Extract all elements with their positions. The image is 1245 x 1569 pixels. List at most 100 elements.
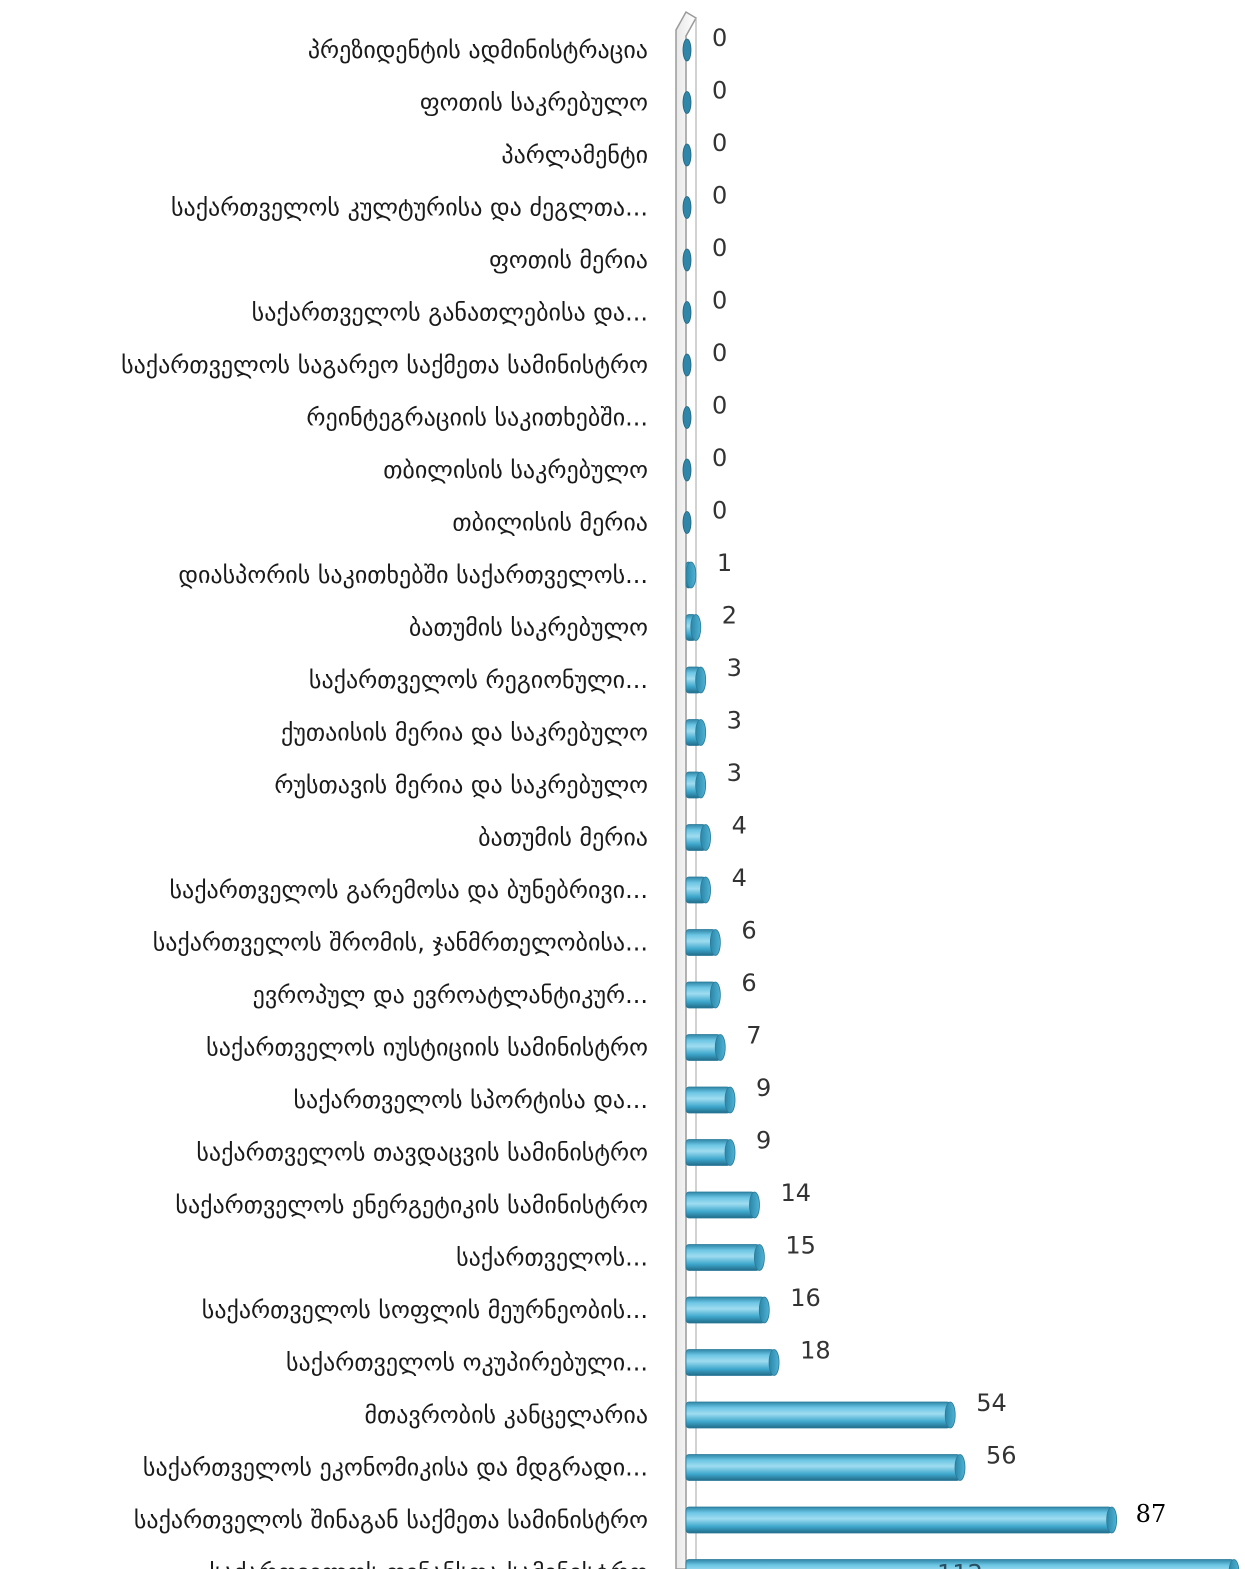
bar	[683, 249, 691, 271]
bar-cap	[683, 459, 691, 481]
value-label: 56	[986, 1442, 1017, 1470]
bar	[686, 1350, 779, 1376]
bar-cap	[683, 407, 691, 429]
category-label: თბილისის მერია	[452, 509, 648, 537]
category-label: რეინტეგრაციის საკითხებში...	[306, 404, 648, 432]
bar-cap	[701, 877, 711, 903]
bar-body	[686, 1297, 764, 1323]
bar-cap	[683, 144, 691, 166]
bar-cap	[754, 1245, 764, 1271]
bar	[686, 877, 711, 903]
bar-cap	[683, 39, 691, 61]
category-label: დიასპორის საკითხებში საქართველოს...	[178, 561, 648, 589]
category-label: ბათუმის მერია	[478, 824, 648, 852]
bar-cap	[683, 512, 691, 534]
value-label: 3	[727, 707, 742, 735]
bar	[683, 459, 691, 481]
bars-layer	[683, 39, 1239, 1569]
category-label: საქართველოს კულტურისა და ძეგლთა...	[171, 194, 648, 222]
bar-cap	[683, 249, 691, 271]
bar	[686, 1245, 764, 1271]
value-label: 112	[937, 1560, 983, 1569]
category-label: საქართველოს რეგიონული...	[309, 666, 648, 694]
bar	[686, 825, 711, 851]
bar-body	[686, 1402, 950, 1428]
value-label: 6	[741, 969, 756, 997]
bar	[686, 1035, 725, 1061]
bar	[686, 1402, 955, 1428]
bar-cap	[710, 930, 720, 956]
value-label: 2	[722, 602, 737, 630]
value-label: 16	[790, 1284, 821, 1312]
category-label: ფოთის მერია	[489, 246, 648, 274]
value-label: 0	[712, 77, 727, 105]
value-label: 6	[741, 917, 756, 945]
bar-cap	[696, 720, 706, 746]
category-label: საქართველოს შინაგან საქმეთა სამინისტრო	[134, 1506, 648, 1534]
category-label: ბათუმის საკრებულო	[409, 614, 648, 642]
value-label: 3	[727, 654, 742, 682]
category-label: საქართველოს ოკუპირებული...	[286, 1349, 648, 1377]
bar	[686, 1192, 760, 1218]
bar-cap	[710, 982, 720, 1008]
value-label: 9	[756, 1074, 771, 1102]
bar-cap	[945, 1402, 955, 1428]
bar	[686, 1140, 735, 1166]
bar	[683, 512, 691, 534]
bar-cap	[701, 825, 711, 851]
bar	[683, 92, 691, 114]
bar-cap	[683, 354, 691, 376]
value-label: 0	[712, 24, 727, 52]
bar	[686, 982, 720, 1008]
category-label: საქართველოს ეკონომიკისა და მდგრადი...	[143, 1454, 648, 1482]
bar	[686, 615, 701, 641]
bar-cap	[691, 615, 701, 641]
bar-cap	[750, 1192, 760, 1218]
category-label: ქუთაისის მერია და საკრებულო	[281, 719, 648, 747]
category-label: მთავრობის კანცელარია	[364, 1401, 648, 1429]
value-label: 0	[712, 182, 727, 210]
bar-body	[686, 1087, 730, 1113]
bar-body	[686, 1245, 759, 1271]
category-label: საქართველოს საგარეო საქმეთა სამინისტრო	[121, 351, 648, 379]
category-label: ფოთის საკრებულო	[420, 89, 648, 117]
value-label: 54	[976, 1389, 1007, 1417]
bar	[683, 39, 691, 61]
value-label: 3	[727, 759, 742, 787]
category-label: საქართველოს განათლებისა და...	[252, 299, 648, 327]
bar	[683, 302, 691, 324]
category-label: საქართველოს...	[456, 1244, 648, 1272]
labels-layer: პრეზიდენტის ადმინისტრაცია 0 ფოთის საკრებულ…	[121, 24, 1166, 1569]
bar-cap	[686, 562, 696, 588]
bar	[683, 354, 691, 376]
bar	[686, 1507, 1117, 1533]
category-label: საქართველოს იუსტიციის სამინისტრო	[206, 1034, 648, 1062]
category-label: საქართველოს გარემოსა და ბუნებრივი...	[170, 876, 649, 904]
bar	[686, 720, 706, 746]
bar-cap	[683, 197, 691, 219]
category-label: რუსთავის მერია და საკრებულო	[274, 771, 648, 799]
category-label: საქართველოს სპორტისა და...	[294, 1086, 649, 1114]
bar	[686, 1297, 769, 1323]
bar-body	[686, 1455, 960, 1481]
bar-cap	[769, 1350, 779, 1376]
value-label: 87	[1136, 1500, 1167, 1528]
value-label: 0	[712, 444, 727, 472]
category-label: საქართველოს შრომის, ჯანმრთელობისა...	[153, 929, 648, 957]
bar-cap	[725, 1140, 735, 1166]
category-label: ევროპულ და ევროატლანტიკურ...	[253, 981, 648, 1009]
category-label: საქართველოს სოფლის მეურნეობის...	[202, 1296, 648, 1324]
bar-body	[686, 1192, 755, 1218]
value-label: 4	[732, 864, 747, 892]
category-label: საქართველოს თავდაცვის სამინისტრო	[196, 1139, 648, 1167]
bar-cap	[696, 667, 706, 693]
bar-cap	[683, 302, 691, 324]
value-label: 1	[717, 549, 732, 577]
bar-cap	[683, 92, 691, 114]
value-label: 9	[756, 1127, 771, 1155]
bar-body	[686, 1350, 774, 1376]
value-label: 14	[781, 1179, 812, 1207]
value-label: 0	[712, 234, 727, 262]
bar	[686, 930, 720, 956]
